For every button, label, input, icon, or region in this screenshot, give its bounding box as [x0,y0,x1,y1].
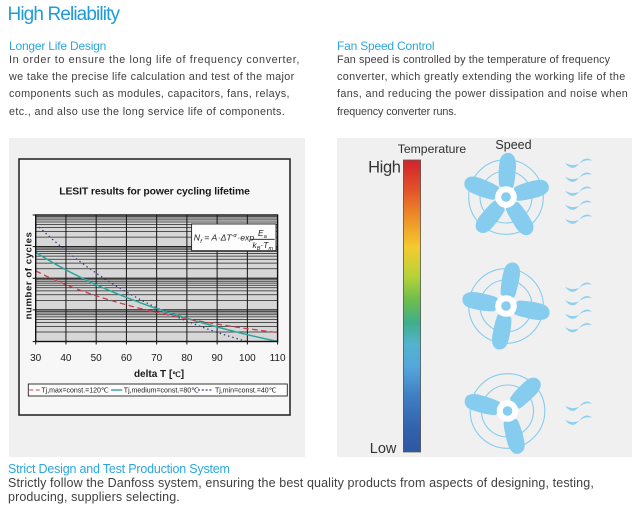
svg-text:A: A [211,233,218,243]
svg-text:N: N [194,233,201,243]
svg-text:Tj,min=const.=40℃: Tj,min=const.=40℃ [215,388,277,395]
svg-text:·ΔT: ·ΔT [218,233,233,243]
svg-text:50: 50 [91,353,103,364]
svg-text:delta T [℃]: delta T [℃] [134,369,184,380]
svg-text:B: B [257,246,261,252]
svg-text:Temperature: Temperature [398,142,467,156]
svg-text:Tj,max=const.=120℃: Tj,max=const.=120℃ [41,388,109,395]
svg-text:60: 60 [121,353,133,364]
svg-text:E: E [258,229,264,238]
svg-text:80: 80 [181,353,193,364]
svg-text:a: a [264,234,267,240]
svg-text:LESIT results for power cyclin: LESIT results for power cycling lifetime [59,187,250,198]
svg-text:·T: ·T [261,241,270,250]
svg-text:40: 40 [60,353,72,364]
svg-text:70: 70 [151,353,163,364]
svg-text:Tj,medium=const.=80℃: Tj,medium=const.=80℃ [124,388,199,395]
svg-text:k: k [253,241,258,250]
svg-text:number of cycles: number of cycles [24,232,35,320]
svg-text:Low: Low [370,441,397,457]
svg-text:Speed: Speed [495,138,531,152]
svg-text:100: 100 [239,353,256,364]
svg-text:m: m [269,246,274,252]
svg-text:30: 30 [30,353,42,364]
svg-text:=: = [204,233,209,243]
svg-text:90: 90 [212,353,224,364]
svg-text:f: f [200,239,203,245]
svg-text:110: 110 [270,353,286,364]
svg-text:High: High [368,159,401,177]
svg-text:-α: -α [231,233,237,239]
svg-text:·exp: ·exp [237,233,254,243]
